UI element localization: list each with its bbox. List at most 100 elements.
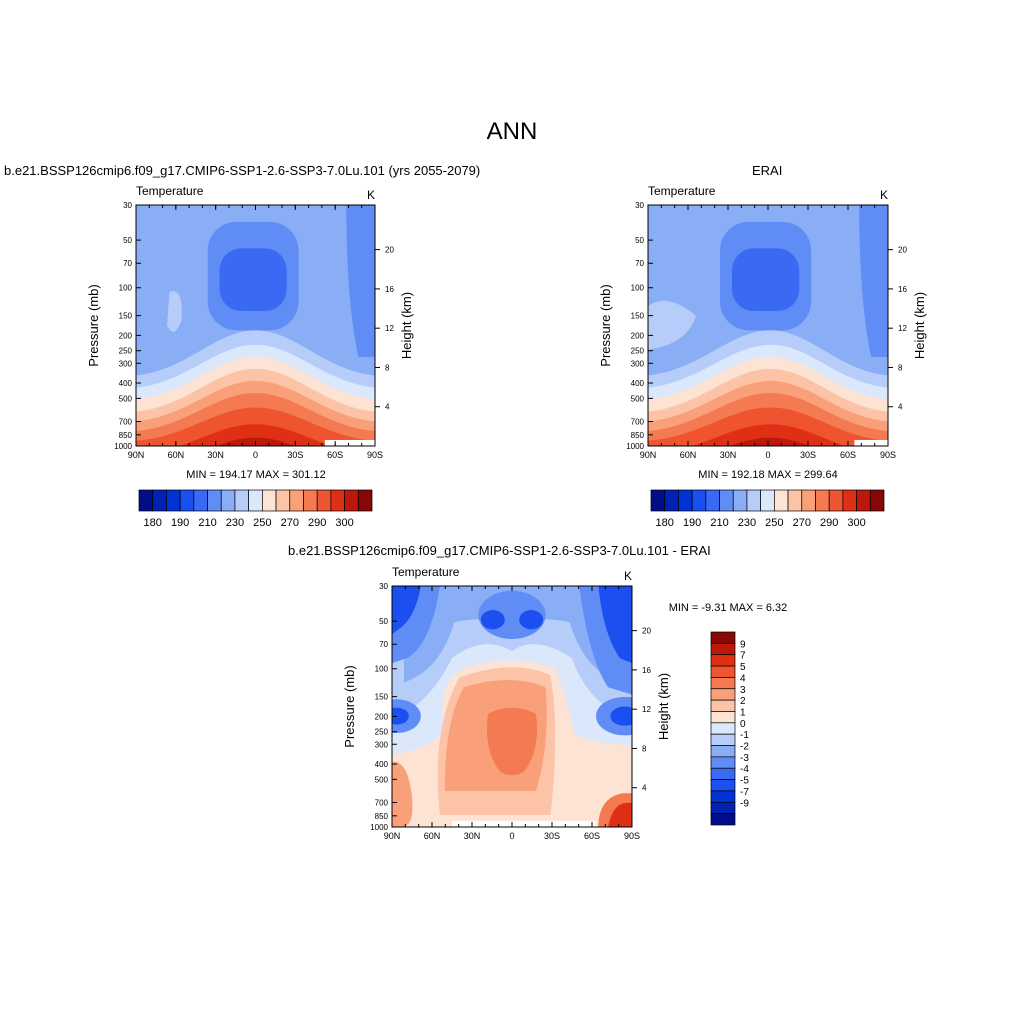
colorbar-box — [152, 489, 167, 512]
colorbar-box — [710, 733, 736, 746]
colorbar-box — [710, 756, 736, 769]
x-tick-label: 30N — [464, 831, 481, 841]
contour-band — [598, 586, 632, 664]
x-tick-label: 90S — [367, 450, 383, 460]
contour-band — [392, 707, 409, 725]
difference-field — [392, 586, 632, 827]
height-tick-label: 20 — [642, 627, 651, 636]
contour-band — [480, 610, 505, 630]
colorbar-label: -2 — [740, 742, 749, 753]
contour-band — [486, 707, 538, 776]
y-tick-label: 100 — [375, 665, 389, 674]
colorbar-label: 230 — [226, 517, 244, 529]
contour-band — [392, 586, 421, 635]
contour-band — [859, 205, 888, 357]
y-tick-label: 200 — [631, 331, 645, 340]
colorbar-box — [710, 699, 736, 712]
colorbar-box — [193, 489, 208, 512]
y-tick-label: 300 — [119, 359, 133, 368]
x-tick-label: 60S — [327, 450, 343, 460]
y-tick-label: 1000 — [370, 823, 388, 832]
y-tick-label: 150 — [119, 312, 133, 321]
colorbar-box — [344, 489, 359, 512]
colorbar-label: 1 — [740, 707, 746, 718]
y-tick-label: 30 — [123, 201, 132, 210]
contour-band — [519, 610, 544, 630]
colorbar-box — [815, 489, 830, 512]
colorbar-box — [705, 489, 720, 512]
colorbar-box — [678, 489, 693, 512]
y-tick-label: 100 — [631, 284, 645, 293]
height-tick-label: 4 — [898, 403, 903, 412]
y-tick-label: 100 — [119, 284, 133, 293]
height-tick-label: 8 — [385, 363, 390, 372]
y-tick-label: 500 — [631, 394, 645, 403]
colorbar-label: 270 — [281, 517, 299, 529]
height-tick-label: 4 — [385, 403, 390, 412]
colorbar-box — [719, 489, 734, 512]
colorbar-box — [801, 489, 816, 512]
colorbar-label: -3 — [740, 753, 749, 764]
height-axis-label: Height (km) — [399, 292, 414, 359]
y-tick-label: 150 — [375, 693, 389, 702]
units-label: K — [624, 569, 632, 583]
colorbar-box — [710, 813, 736, 826]
y-tick-label: 70 — [635, 259, 644, 268]
y-tick-label: 300 — [375, 740, 389, 749]
colorbar-box — [710, 745, 736, 758]
y-tick-label: 50 — [379, 617, 388, 626]
colorbar-box — [138, 489, 154, 512]
height-tick-label: 12 — [385, 324, 394, 333]
x-tick-label: 90N — [640, 450, 657, 460]
y-tick-label: 400 — [631, 379, 645, 388]
model-panel-title: b.e21.BSSP126cmip6.f09_g17.CMIP6-SSP1-2.… — [4, 163, 481, 178]
x-tick-label: 30N — [207, 450, 224, 460]
colorbar-box — [179, 489, 195, 512]
colorbar-label: 180 — [144, 517, 162, 529]
colorbar-box — [856, 489, 871, 512]
contour-band — [404, 586, 620, 683]
contour-band — [167, 291, 182, 332]
variable-label: Temperature — [392, 565, 460, 579]
colorbar-label: 190 — [683, 517, 701, 529]
height-axis-label: Height (km) — [912, 292, 927, 359]
y-tick-label: 200 — [375, 712, 389, 721]
colorbar-label: 230 — [738, 517, 756, 529]
colorbar-box — [732, 489, 748, 512]
colorbar-box — [262, 489, 277, 512]
colorbar-box — [357, 489, 373, 512]
main-title: ANN — [486, 118, 538, 145]
colorbar-box — [207, 489, 222, 512]
colorbar-box — [869, 489, 885, 512]
colorbar-label: 9 — [740, 639, 746, 650]
y-tick-label: 200 — [119, 331, 133, 340]
y-tick-label: 1000 — [626, 442, 644, 451]
colorbar-label: 300 — [847, 517, 865, 529]
colorbar-box — [710, 665, 736, 678]
variable-label: Temperature — [648, 184, 716, 198]
contour-band — [392, 761, 413, 827]
contour-band — [648, 300, 696, 350]
x-tick-label: 0 — [253, 450, 258, 460]
x-tick-label: 60S — [840, 450, 856, 460]
x-tick-label: 90S — [880, 450, 896, 460]
colorbar-label: 7 — [740, 651, 746, 662]
x-tick-label: 60N — [168, 450, 185, 460]
y-axis-label: Pressure (mb) — [86, 284, 101, 366]
y-tick-label: 300 — [631, 359, 645, 368]
height-tick-label: 12 — [642, 705, 651, 714]
height-tick-label: 8 — [898, 363, 903, 372]
y-tick-label: 850 — [375, 812, 389, 821]
colorbar-box — [746, 489, 761, 512]
colorbar-box — [710, 711, 736, 724]
height-tick-label: 20 — [898, 246, 907, 255]
x-tick-label: 30N — [720, 450, 737, 460]
colorbar-label: 3 — [740, 685, 746, 696]
colorbar-box — [710, 677, 736, 690]
colorbar-box — [710, 722, 736, 735]
y-tick-label: 150 — [631, 312, 645, 321]
y-tick-label: 30 — [635, 201, 644, 210]
x-tick-label: 60S — [584, 831, 600, 841]
colorbar-label: -9 — [740, 798, 749, 809]
colorbar-label: 210 — [710, 517, 728, 529]
